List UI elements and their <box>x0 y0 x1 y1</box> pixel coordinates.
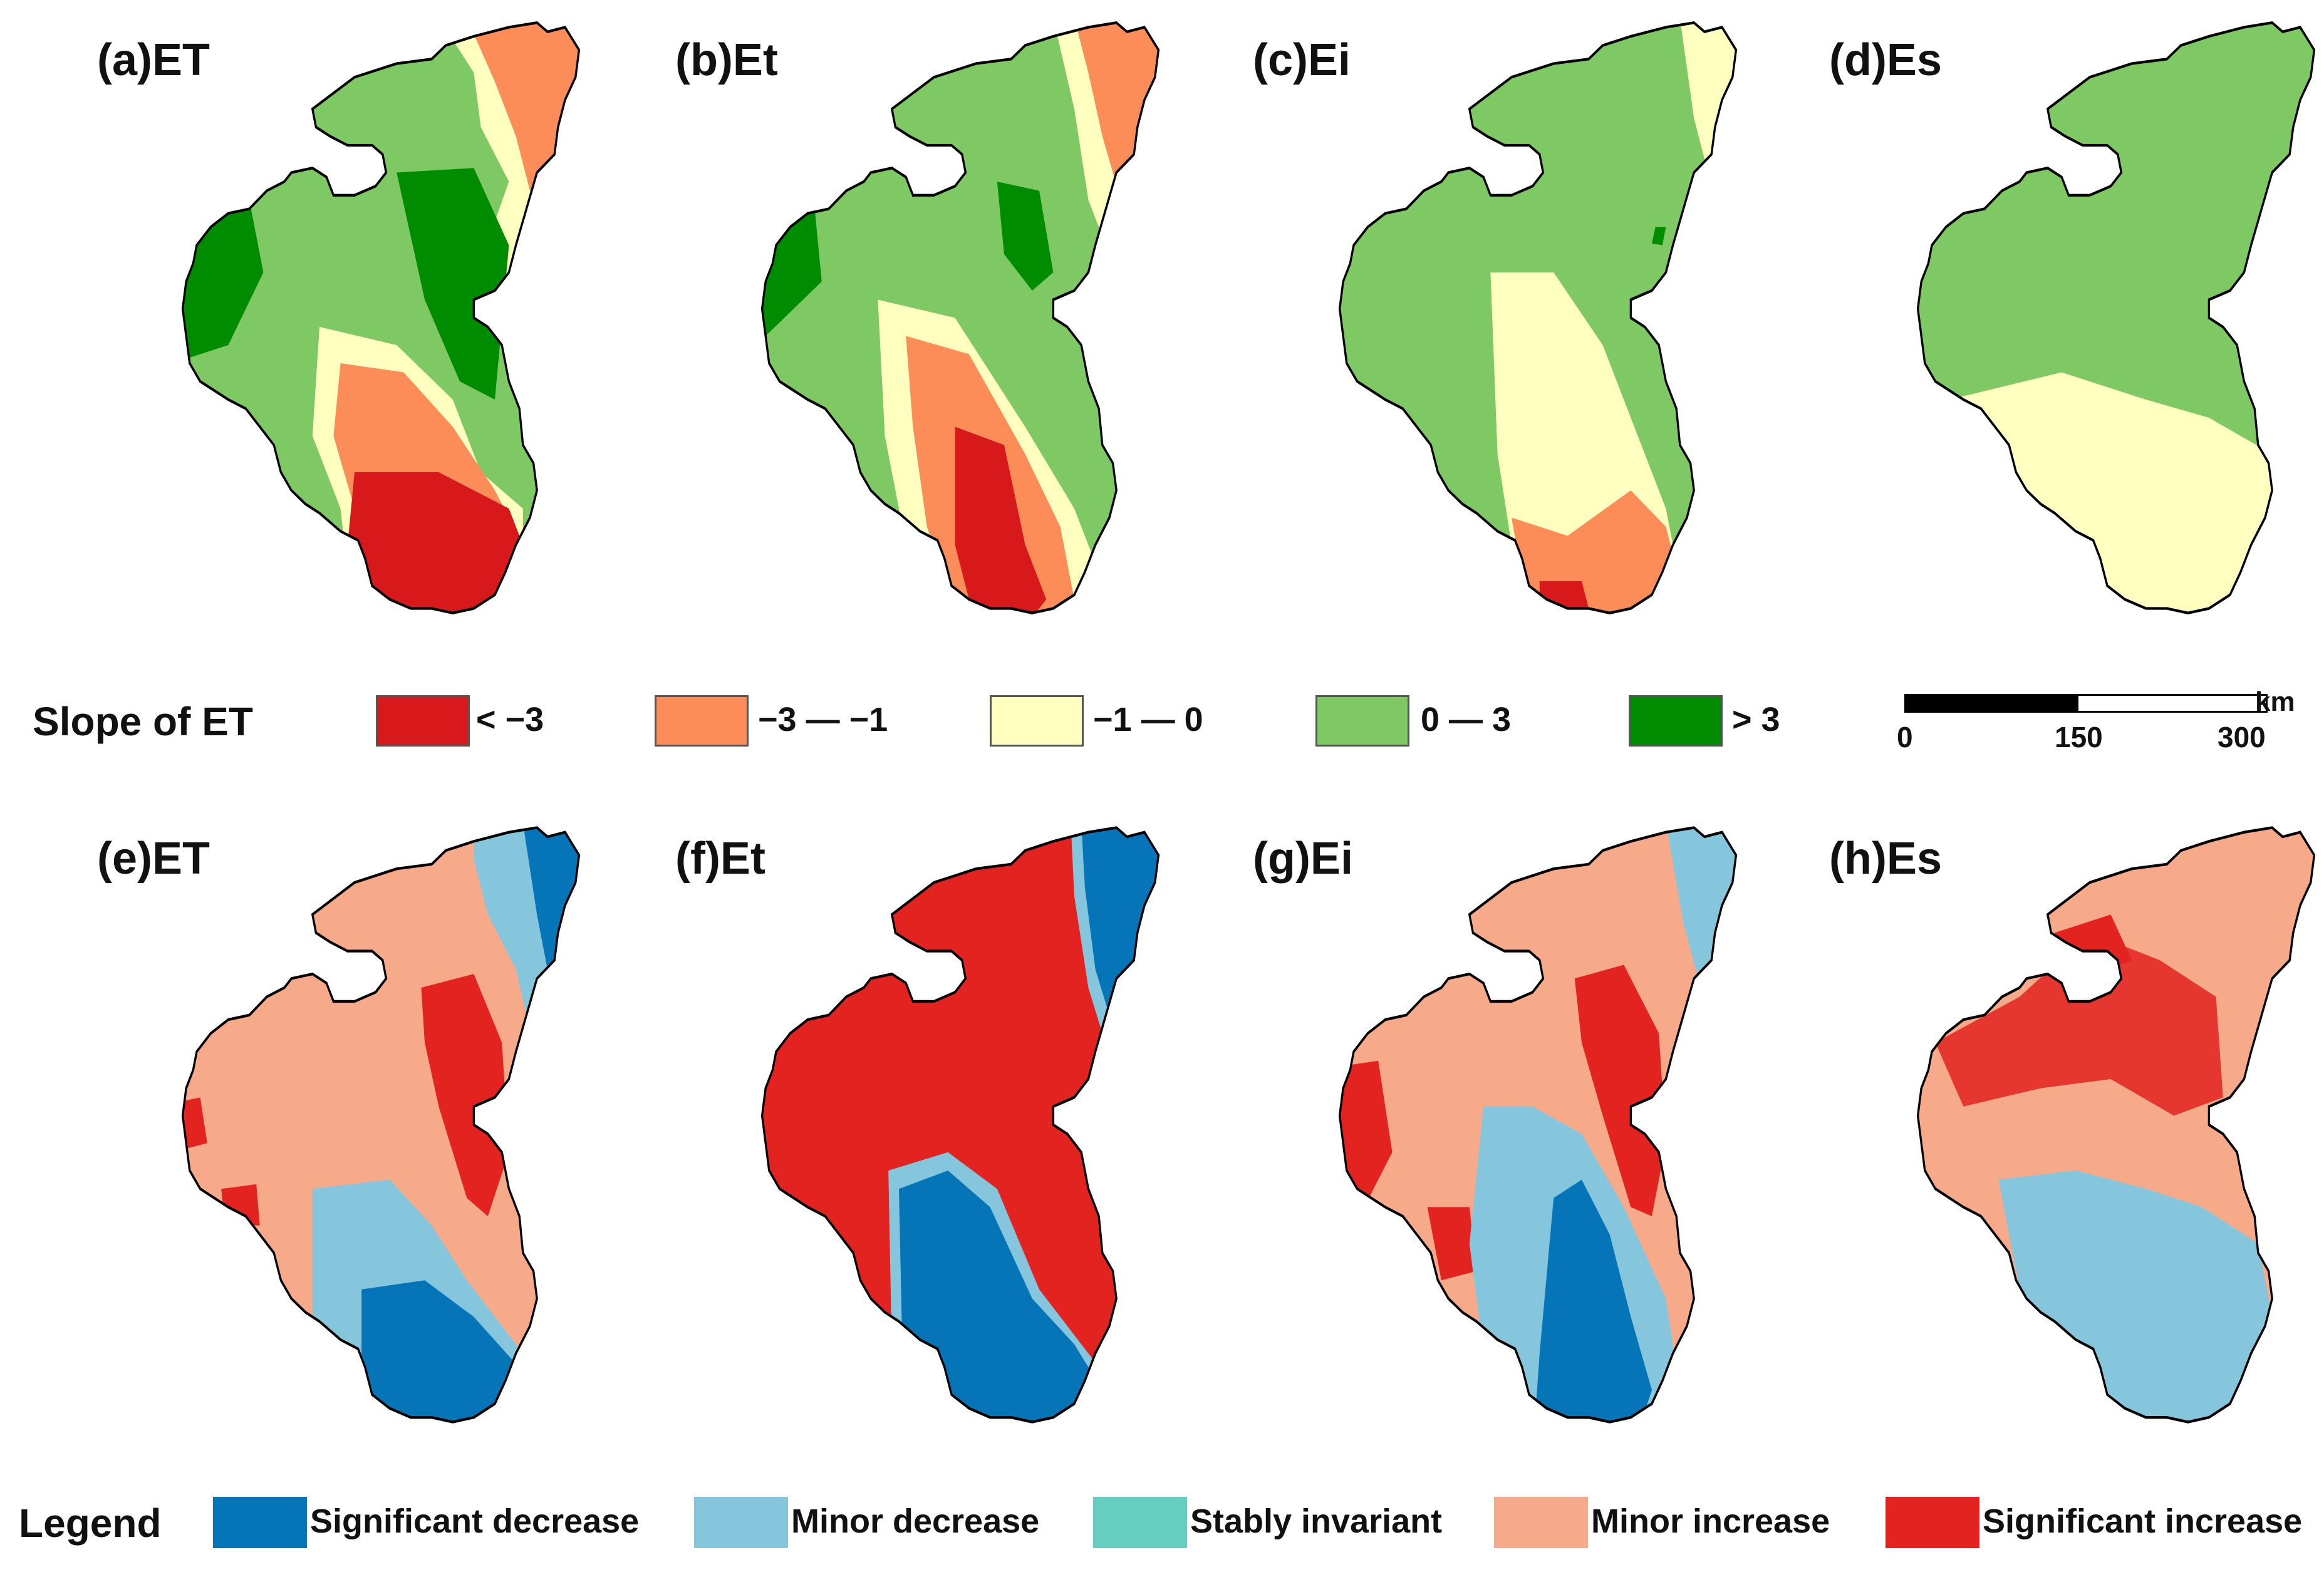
map-h-es-trend <box>1860 805 2311 1469</box>
map-e-et-trend <box>125 805 576 1469</box>
slope-swatch-3 <box>990 695 1084 747</box>
trend-swatch-5 <box>1886 1497 1979 1548</box>
trend-swatch-3 <box>1093 1497 1187 1548</box>
slope-label-3: −1 — 0 <box>1093 701 1203 738</box>
scale-bar-tick-300: 300 <box>2218 721 2266 753</box>
trend-label-2: Minor decrease <box>791 1502 1040 1540</box>
slope-label-5: > 3 <box>1732 701 1780 738</box>
panel-title-g: (g)Ei <box>1253 834 1353 884</box>
trend-swatch-1 <box>213 1497 307 1548</box>
slope-swatch-4 <box>1315 695 1409 747</box>
panel-title-h: (h)Es <box>1829 834 1942 884</box>
trend-legend-title: Legend <box>19 1501 162 1546</box>
trend-label-3: Stably invariant <box>1190 1502 1443 1540</box>
panel-title-d: (d)Es <box>1829 35 1942 85</box>
slope-swatch-1 <box>376 695 470 747</box>
scale-bar-white-segment <box>2077 694 2268 713</box>
map-c-ei-slope <box>1282 0 1733 645</box>
scale-bar-tick-150: 150 <box>2055 721 2103 753</box>
panel-title-b: (b)Et <box>675 35 778 85</box>
trend-label-1: Significant decrease <box>310 1502 640 1540</box>
scale-bar-unit: km <box>2255 686 2295 717</box>
map-d-es-slope <box>1860 0 2311 645</box>
scale-bar: km 0 150 300 <box>1897 686 2295 763</box>
slope-swatch-5 <box>1629 695 1723 747</box>
slope-legend-title: Slope of ET <box>33 699 253 744</box>
panel-title-a: (a)ET <box>97 35 210 85</box>
map-a-et-slope <box>125 0 576 645</box>
trend-label-4: Minor increase <box>1591 1502 1830 1540</box>
slope-swatch-2 <box>655 695 749 747</box>
slope-label-4: 0 — 3 <box>1421 701 1512 738</box>
map-f-et-trend <box>705 805 1156 1469</box>
panel-title-c: (c)Ei <box>1253 35 1351 85</box>
slope-label-1: < −3 <box>476 701 544 738</box>
panel-title-e: (e)ET <box>97 834 210 884</box>
trend-swatch-4 <box>1494 1497 1588 1548</box>
trend-swatch-2 <box>694 1497 788 1548</box>
map-b-et-slope <box>705 0 1156 645</box>
scale-bar-tick-0: 0 <box>1897 721 1913 753</box>
panel-title-f: (f)Et <box>675 834 765 884</box>
scale-bar-black-segment <box>1904 694 2077 713</box>
trend-label-5: Significant increase <box>1983 1502 2303 1540</box>
slope-label-2: −3 — −1 <box>758 701 888 738</box>
map-g-ei-trend <box>1282 805 1733 1469</box>
